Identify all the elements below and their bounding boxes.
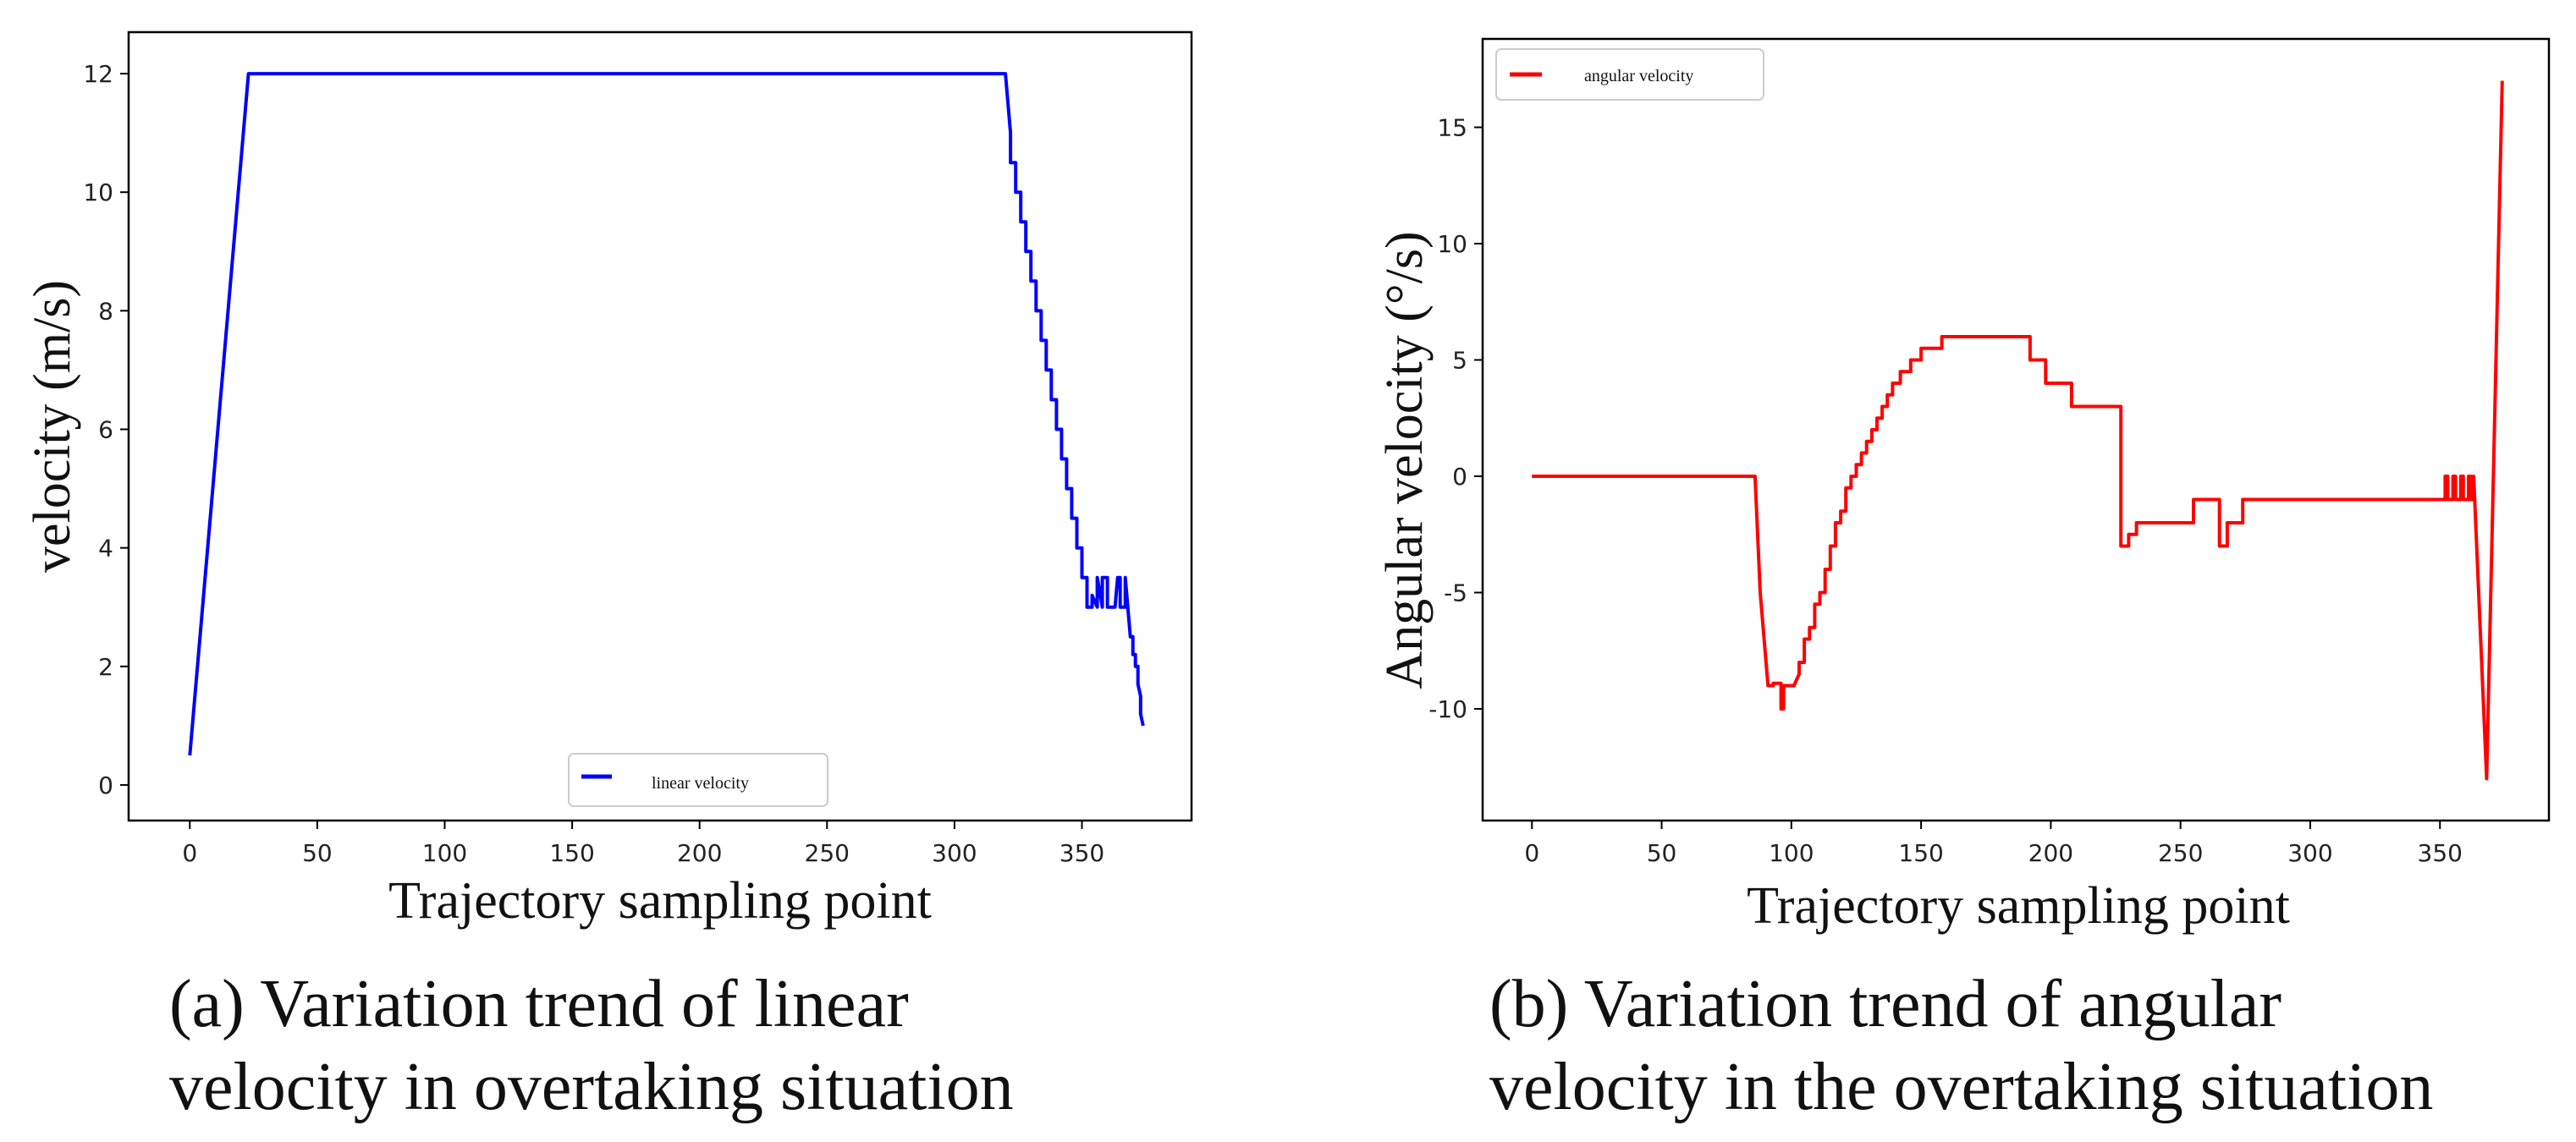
chart-a-xtick-label: 50 [302, 839, 333, 867]
chart-a-ytick-label: 4 [98, 535, 113, 563]
chart-b-ytick-label: 5 [1452, 347, 1467, 375]
chart-a-ytick-label: 6 [98, 416, 113, 444]
chart-a-ytick-label: 8 [98, 297, 113, 325]
chart-a-legend-box [568, 753, 828, 807]
chart-b-xtick-label: 100 [1769, 839, 1814, 867]
chart-b-ytick-label: 15 [1437, 114, 1467, 142]
chart-b-legend: angular velocity [1495, 48, 1764, 101]
chart-b-y-axis: -10 -5 0 5 10 15 [1428, 114, 1483, 723]
chart-a-y-axis: 0 2 4 6 8 10 12 [83, 60, 129, 799]
chart-b-legend-box [1495, 48, 1764, 101]
chart-a: 0 2 4 6 8 10 12 0 50 100 150 200 250 300 350 linear v… [24, 30, 1193, 930]
chart-a-ytick-label: 0 [98, 771, 113, 799]
chart-a-x-axis: 0 50 100 150 200 250 300 350 [182, 821, 1104, 867]
chart-b-xtick-label: 350 [2418, 839, 2463, 867]
chart-b-caption-line-1: (b) Variation trend of angular [1489, 967, 2282, 1041]
chart-a-caption: (a) Variation trend of linear velocity i… [169, 963, 1014, 1128]
chart-b-plot-area [1481, 37, 2551, 822]
chart-a-caption-line-1: (a) Variation trend of linear [169, 967, 909, 1041]
chart-b-ytick-label: 10 [1437, 230, 1467, 258]
chart-a-xtick-label: 150 [549, 839, 594, 867]
chart-b-xtick-label: 50 [1647, 839, 1677, 867]
chart-b-legend-label: angular velocity [1584, 67, 1693, 85]
chart-a-xtick-label: 350 [1060, 839, 1104, 867]
chart-a-plot-area [127, 30, 1193, 822]
chart-b: -10 -5 0 5 10 15 0 50 100 150 200 250 300 350 angula… [1376, 37, 2551, 935]
chart-a-xtick-label: 100 [422, 839, 467, 867]
chart-b-x-axis-label: Trajectory sampling point [1747, 877, 2290, 935]
chart-a-y-axis-label: velocity (m/s) [24, 280, 81, 573]
chart-a-series-linear-velocity [188, 72, 1145, 756]
chart-a-xtick-label: 0 [182, 839, 197, 867]
chart-b-xtick-label: 300 [2287, 839, 2332, 867]
chart-b-caption-line-2: velocity in the overtaking situation [1489, 1050, 2434, 1124]
chart-a-x-axis-label: Trajectory sampling point [388, 872, 932, 930]
chart-b-x-axis: 0 50 100 150 200 250 300 350 [1524, 821, 2463, 867]
chart-a-ytick-label: 12 [83, 60, 113, 88]
chart-b-xtick-label: 150 [1898, 839, 1943, 867]
chart-b-ytick-label: -10 [1428, 695, 1467, 723]
chart-a-xtick-label: 200 [677, 839, 722, 867]
chart-b-xtick-label: 0 [1524, 839, 1539, 867]
chart-b-xtick-label: 200 [2028, 839, 2073, 867]
chart-a-caption-line-2: velocity in overtaking situation [169, 1050, 1014, 1124]
chart-b-xtick-label: 250 [2158, 839, 2203, 867]
chart-b-ytick-label: -5 [1444, 579, 1467, 607]
chart-a-xtick-label: 250 [805, 839, 850, 867]
chart-a-ytick-label: 10 [83, 178, 113, 206]
chart-a-legend: linear velocity [568, 753, 828, 807]
chart-a-xtick-label: 300 [932, 839, 977, 867]
chart-a-ytick-label: 2 [98, 653, 113, 681]
chart-b-ytick-label: 0 [1452, 463, 1467, 491]
chart-b-caption: (b) Variation trend of angular velocity … [1489, 963, 2433, 1128]
chart-b-y-axis-label: Angular velocity (°/s) [1376, 231, 1434, 689]
chart-b-series-angular-velocity [1532, 80, 2504, 781]
chart-a-legend-label: linear velocity [652, 774, 749, 793]
